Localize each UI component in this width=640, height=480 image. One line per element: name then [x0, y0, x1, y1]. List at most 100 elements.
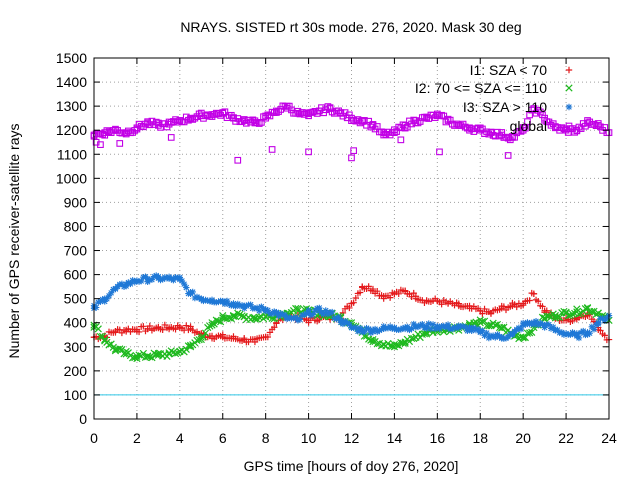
- trace-point: [238, 118, 246, 125]
- trace-point: [133, 354, 141, 363]
- trace-point: [479, 327, 486, 334]
- legend-label: I2: 70 <= SZA <= 110: [415, 80, 547, 96]
- trace-point: [492, 334, 499, 341]
- outlier-point: [397, 136, 405, 144]
- trace-point: [395, 342, 403, 350]
- trace-point: [120, 283, 128, 290]
- trace-point: [592, 321, 600, 329]
- trace-point: [131, 279, 138, 286]
- trace-point: [528, 328, 536, 336]
- trace-point: [597, 123, 604, 131]
- trace-point: [485, 322, 493, 330]
- trace-point: [350, 299, 357, 306]
- trace-point: [446, 116, 454, 124]
- trace-point: [500, 323, 508, 331]
- trace-point: [219, 109, 227, 116]
- trace-point: [393, 128, 400, 135]
- trace-point: [262, 307, 269, 315]
- trace-point: [337, 109, 345, 116]
- trace-point: [171, 349, 180, 358]
- trace-point: [391, 325, 398, 332]
- outlier-point: [97, 141, 104, 148]
- x-tick-label: 0: [90, 430, 98, 446]
- trace-point: [339, 320, 347, 328]
- trace-point: [545, 321, 553, 328]
- trace-point: [519, 302, 527, 309]
- trace-point: [571, 330, 578, 338]
- trace-point: [195, 294, 203, 302]
- trace-point: [216, 318, 225, 326]
- trace-point: [354, 116, 362, 123]
- trace-point: [451, 122, 458, 129]
- legend: I1: SZA < 70 I2: 70 <= SZA <= 110 I3: SZA …: [415, 62, 573, 134]
- trace-point: [472, 326, 480, 334]
- trace-point: [118, 280, 126, 288]
- trace-point: [273, 309, 280, 316]
- trace-point: [597, 327, 604, 334]
- trace-point: [504, 134, 512, 142]
- trace-point: [255, 313, 263, 321]
- trace-point: [311, 107, 319, 115]
- trace-point: [468, 327, 475, 334]
- legend-marker: [565, 122, 573, 130]
- trace-point: [124, 127, 132, 135]
- trace-point: [275, 108, 282, 115]
- legend-label: I1: SZA < 70: [470, 62, 548, 78]
- trace-point: [183, 322, 190, 329]
- legend-label: global: [510, 118, 547, 134]
- trace-point: [507, 331, 514, 338]
- trace-point: [395, 290, 402, 298]
- trace-point: [365, 335, 373, 343]
- y-tick-label: 200: [64, 363, 88, 379]
- legend-marker: [565, 66, 573, 74]
- trace-point: [390, 340, 399, 349]
- trace-point: [170, 276, 177, 284]
- y-tick-label: 1100: [57, 146, 87, 162]
- trace-point: [515, 324, 523, 332]
- trace-point: [352, 324, 359, 331]
- trace-point: [365, 283, 372, 290]
- trace-point: [152, 118, 160, 126]
- trace-point: [564, 312, 572, 320]
- trace-point: [271, 324, 278, 331]
- trace-point: [464, 124, 471, 132]
- trace-point: [380, 129, 388, 137]
- trace-point: [356, 289, 364, 296]
- trace-point: [573, 127, 581, 135]
- trace-point: [369, 337, 377, 346]
- trace-point: [365, 325, 372, 333]
- trace-point: [511, 133, 518, 141]
- trace-point: [247, 118, 254, 126]
- trace-point: [580, 327, 587, 335]
- trace-point: [103, 127, 111, 134]
- y-tick-label: 1400: [56, 74, 87, 90]
- x-tick-label: 10: [301, 430, 317, 446]
- outlier-point: [268, 146, 276, 153]
- trace-point: [328, 308, 336, 316]
- trace-point: [186, 341, 195, 350]
- trace-point: [442, 324, 450, 331]
- trace-point: [107, 129, 115, 137]
- trace-point: [200, 297, 207, 305]
- trace-point: [163, 352, 171, 361]
- trace-point: [139, 349, 147, 358]
- trace-point: [320, 311, 327, 318]
- y-tick-label: 0: [79, 411, 87, 427]
- trace-point: [305, 307, 312, 314]
- trace-point: [103, 295, 111, 303]
- trace-point: [303, 310, 310, 317]
- x-axis-label: GPS time [hours of doy 276, 2020]: [244, 458, 459, 474]
- trace-point: [234, 309, 242, 317]
- trace-point: [195, 110, 203, 118]
- trace-point: [346, 304, 353, 312]
- trace-point: [369, 121, 377, 128]
- trace-point: [397, 338, 405, 347]
- trace-point: [185, 116, 192, 124]
- trace-point: [367, 329, 375, 337]
- trace-point: [155, 273, 162, 280]
- trace-point: [526, 320, 533, 328]
- chart-title: NRAYS. SISTED rt 30s mode. 276, 2020. Ma…: [180, 19, 521, 35]
- trace-point: [324, 103, 332, 110]
- trace-point: [204, 111, 212, 119]
- trace-point: [363, 324, 370, 332]
